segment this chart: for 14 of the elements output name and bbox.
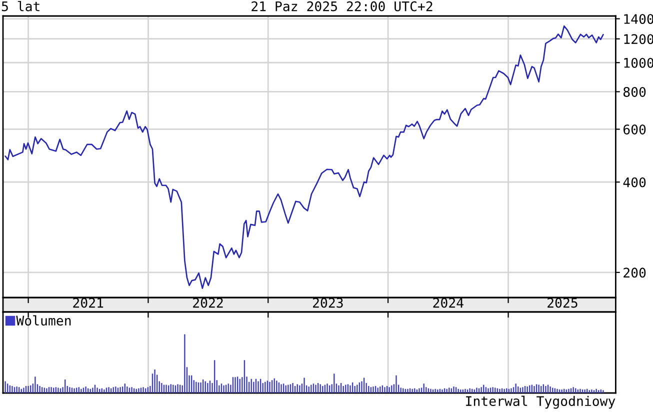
chart-title: 5 lat	[2, 1, 40, 12]
x-tick-label: 2024	[433, 298, 464, 308]
x-tick-label: 2021	[73, 298, 104, 308]
y-tick-label: 200	[624, 268, 646, 278]
y-tick-label: 800	[623, 86, 646, 97]
x-tick-label: 2023	[313, 298, 343, 308]
text: Interwal Tygodniowy	[466, 396, 616, 409]
chart-subtitle: 21 Paz 2025 22:00 UTC+2	[252, 1, 432, 12]
y-tick-label: 600	[624, 124, 646, 134]
legend-label: Wolumen	[16, 315, 71, 326]
line-series	[4, 25, 604, 290]
y-tick-label: 400	[623, 177, 646, 188]
x-tick-label: 2025	[548, 298, 578, 308]
x-tick-label: 2022	[193, 298, 223, 308]
